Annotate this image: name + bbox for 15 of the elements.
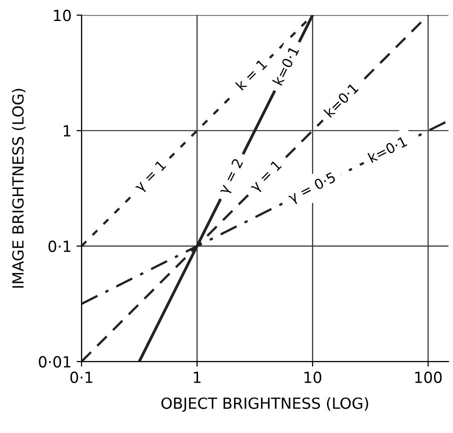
annotation: k = 1 (235, 58, 268, 91)
annotation: γ = 0·5 (287, 172, 338, 206)
y-axis-title: IMAGE BRIGHTNESS (LOG) (12, 88, 26, 288)
annotation: γ = 2 (218, 158, 246, 196)
x-tick-label: 1 (194, 372, 201, 383)
x-tick-label: 100 (415, 372, 442, 384)
y-tick-label: 0·1 (48, 240, 70, 252)
y-tick-label: 0·01 (38, 356, 70, 368)
annotation: γ = 1 (134, 160, 168, 194)
annotation: γ = 1 (249, 160, 284, 194)
x-tick-label: 10 (304, 372, 322, 384)
x-tick-label: 0·1 (70, 372, 92, 384)
y-tick-label: 10 (54, 10, 71, 22)
y-tick-label: 1 (64, 125, 70, 136)
x-axis-title: OBJECT BRIGHTNESS (LOG) (161, 397, 368, 412)
